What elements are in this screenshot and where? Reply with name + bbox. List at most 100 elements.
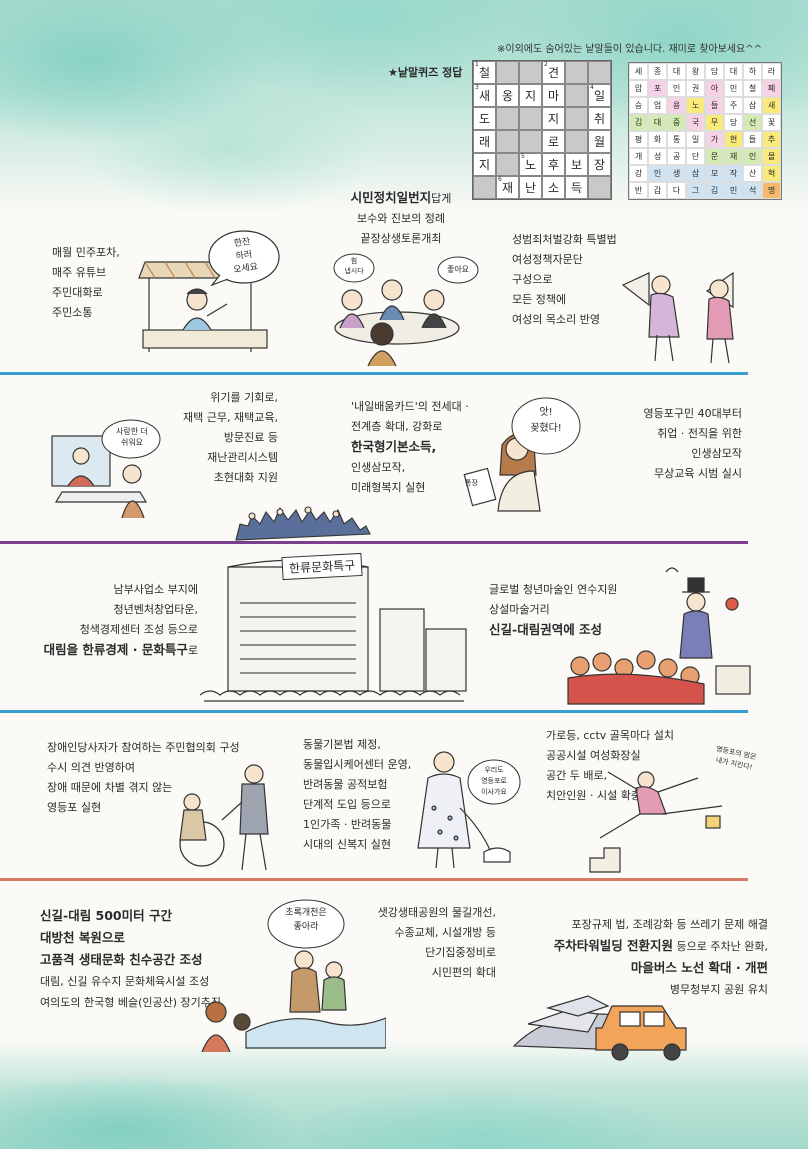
word-search-cell: 명 — [762, 182, 781, 199]
word-search-cell: 추 — [762, 131, 781, 148]
crossword-cell: 득 — [565, 176, 588, 199]
word-search-cell: 압 — [629, 80, 648, 97]
word-search-cell: 대 — [724, 63, 743, 80]
word-search-cell: 삼 — [743, 97, 762, 114]
women-policy-text: 성범죄처벌강화 특별법 여성정책자문단 구성으로 모든 정책에 여성의 목소리 … — [512, 233, 617, 326]
clue-number: 5 — [521, 153, 525, 160]
crossword-letter: 도 — [478, 112, 491, 126]
bubble-text: 사랑한 더 쉬워요 — [116, 427, 148, 447]
crossword-blank-cell — [519, 130, 542, 153]
word-search-cell: 포 — [648, 80, 667, 97]
clue-number: 3 — [475, 84, 479, 91]
word-search-cell: 작 — [724, 165, 743, 182]
lifelong-education-text: 영등포구민 40대부터 취업 · 전직을 위한 인생삼모작 무상교육 시범 실시 — [643, 407, 742, 480]
crossword-cell: 후 — [542, 153, 565, 176]
crossword-cell: 월 — [588, 130, 611, 153]
word-search-cell: 대 — [667, 63, 686, 80]
civic-politics-text: 시민정치일번지답게 보수와 진보의 정례 끝장상생토론개최 — [350, 190, 452, 245]
hallyu-building-illustration — [200, 559, 467, 702]
residents-communication-text: 매월 민주포차, 매주 유튜브 주민대화로 주민소통 — [52, 246, 120, 319]
word-search-cell: 재 — [724, 148, 743, 165]
crossword-cell: 지 — [473, 153, 496, 176]
bubble-text: 힘 냅시다 — [344, 257, 364, 275]
word-search-cell: 산 — [743, 165, 762, 182]
speech-bubble — [511, 397, 581, 455]
clue-number: 6 — [498, 176, 502, 183]
word-search-cell: 승 — [629, 97, 648, 114]
crossword-blank-cell — [565, 61, 588, 84]
word-search-cell: 국 — [686, 114, 705, 131]
speech-bubble — [208, 230, 280, 287]
word-search-cell: 새 — [762, 97, 781, 114]
word-search-cell: 중 — [667, 114, 686, 131]
video-call-illustration — [51, 435, 148, 519]
bubble-text: 앗! 꽂혔다! — [530, 407, 562, 434]
word-search-cell: 업 — [648, 97, 667, 114]
word-search-cell: 담 — [705, 63, 724, 80]
word-search-cell: 갑 — [648, 182, 667, 199]
section-divider — [0, 878, 748, 881]
crossword-letter: 후 — [547, 158, 560, 172]
remote-work-text: 위기를 기회로, 재택 근무, 재택교육, 방문진료 등 재난관리시스템 초현대… — [183, 391, 278, 484]
speech-bubble — [467, 759, 521, 805]
word-search-cell: 왕 — [686, 63, 705, 80]
megaphone-women-illustration — [621, 271, 734, 364]
word-search-cell: 성 — [648, 148, 667, 165]
crossword-letter: 보 — [570, 158, 583, 172]
crossword-blank-cell — [496, 130, 519, 153]
hallyu-sign: 한류문화특구 — [281, 552, 363, 581]
word-search-cell: 단 — [686, 148, 705, 165]
word-search-cell: 개 — [629, 148, 648, 165]
word-search-cell: 선 — [743, 114, 762, 131]
crossword-cell: 로 — [542, 130, 565, 153]
word-search-cell: 일 — [686, 131, 705, 148]
word-search-cell: 들 — [705, 97, 724, 114]
basic-income-text: '내일배움카드'의 전세대 · 전계층 확대, 강화로 한국형기본소득, 인생삼… — [351, 400, 469, 494]
speech-bubble — [267, 899, 345, 949]
crossword-letter: 일 — [593, 89, 606, 103]
word-search-cell: 평 — [629, 131, 648, 148]
crossword-letter: 옹 — [501, 89, 514, 103]
word-search-cell: 인 — [743, 148, 762, 165]
magician-crowd-illustration — [567, 567, 751, 705]
crossword-letter: 새 — [478, 89, 491, 103]
quiz-answer-title: ★낱말퀴즈 정답 — [388, 66, 463, 79]
saetgang-park-text: 샛강생태공원의 물길개선, 수종교체, 시설개방 등 단기집중정비로 시민편의 … — [377, 906, 496, 979]
word-search-cell: 가 — [705, 131, 724, 148]
crossword-letter: 장 — [593, 158, 606, 172]
bubble-text: 초록개천은 좋아라 — [285, 908, 327, 932]
clue-number: 4 — [590, 84, 594, 91]
bubble-text: 좋아요 — [446, 265, 470, 274]
word-search-cell: 폐 — [762, 80, 781, 97]
crossword-letter: 난 — [524, 181, 537, 195]
wheelchair-illustration — [179, 764, 269, 871]
crossword-letter: 마 — [547, 89, 560, 103]
word-search-cell: 꽃 — [762, 114, 781, 131]
word-search-cell: 몰 — [762, 148, 781, 165]
car-pile-illustration — [512, 995, 687, 1061]
word-search-cell: 인 — [667, 80, 686, 97]
crossword-letter: 견 — [547, 66, 560, 80]
crossword-blank-cell — [519, 61, 542, 84]
word-search-cell: 라 — [762, 63, 781, 80]
section-divider — [0, 372, 748, 375]
crossword-letter: 득 — [570, 181, 583, 195]
speech-bubble — [333, 253, 375, 283]
magic-street-text: 글로벌 청년마술인 연수지원 상설마술거리 신길-대림권역에 조성 — [489, 583, 618, 637]
crossword-letter: 지 — [547, 112, 560, 126]
word-search-cell: 당 — [724, 114, 743, 131]
crossword-blank-cell — [519, 107, 542, 130]
crossword-blank-cell — [588, 61, 611, 84]
crossword-letter: 재 — [501, 181, 514, 195]
word-search-cell: 현 — [724, 131, 743, 148]
crossword-blank-cell — [565, 130, 588, 153]
word-search-cell: 권 — [686, 80, 705, 97]
card-label: 통장 — [465, 479, 478, 487]
